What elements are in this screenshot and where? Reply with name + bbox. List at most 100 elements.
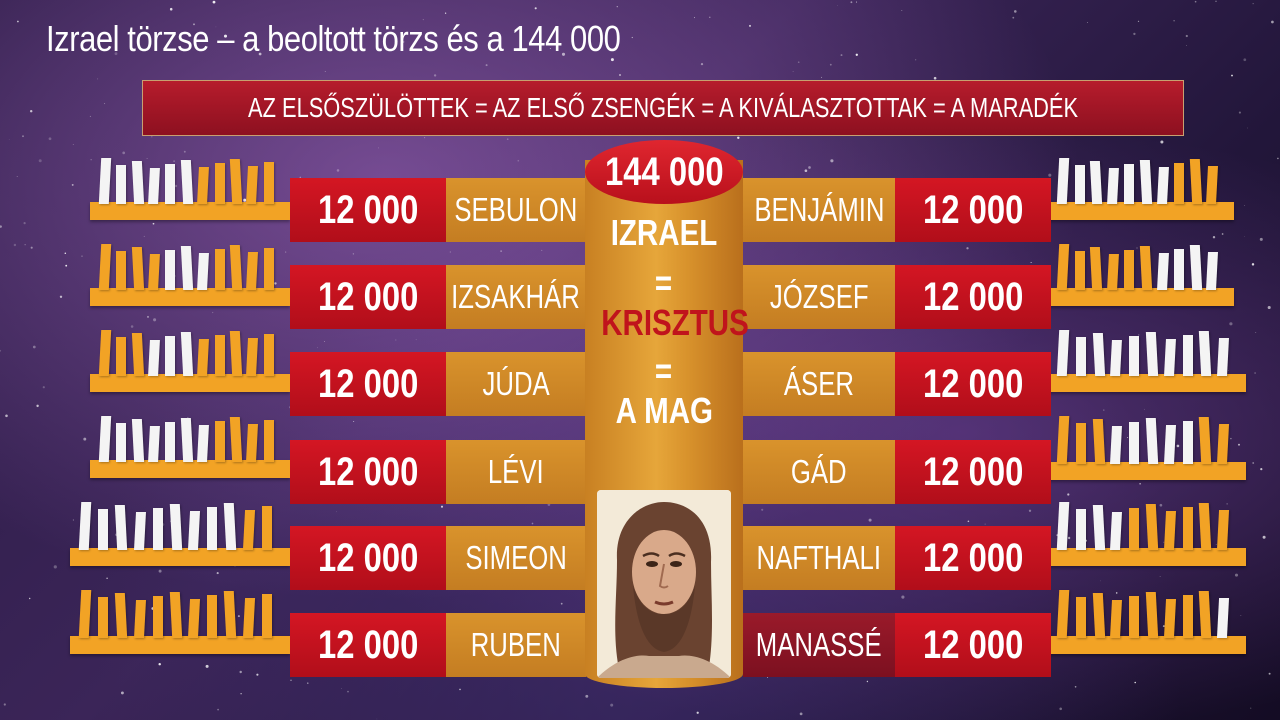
rack-peg: [224, 591, 237, 638]
left-rack-6: [70, 582, 290, 654]
star: [32, 345, 36, 349]
rack-peg: [165, 422, 176, 462]
tribe-name: JÓZSEF: [769, 278, 869, 315]
star: [24, 244, 26, 246]
rack-peg: [78, 590, 92, 638]
star: [212, 0, 216, 4]
left-tribe-row: 12 000 IZSAKHÁR: [290, 265, 586, 329]
star: [749, 24, 751, 27]
star: [183, 150, 186, 153]
star: [440, 505, 444, 508]
rack-peg: [116, 337, 127, 376]
left-rack-1: [90, 150, 290, 220]
right-tribe-row: JÓZSEF 12 000: [743, 265, 1051, 329]
star: [402, 40, 405, 44]
tribe-name-box: JÚDA: [446, 352, 586, 416]
rack-peg: [98, 244, 112, 290]
rack-bar: [70, 548, 290, 566]
star: [549, 47, 551, 49]
star: [1230, 437, 1232, 440]
star: [22, 135, 24, 138]
tribe-name-box: GÁD: [743, 440, 895, 504]
rack-bar: [70, 636, 290, 654]
star: [821, 76, 823, 78]
rack-peg: [1124, 250, 1135, 290]
rack-peg: [229, 417, 243, 462]
star: [1250, 707, 1252, 709]
rack-peg: [165, 336, 176, 376]
rack-peg: [1075, 509, 1086, 550]
rack-peg: [1129, 336, 1140, 376]
rack-peg: [1217, 598, 1230, 638]
star: [1215, 543, 1217, 545]
star: [1221, 233, 1224, 235]
rack-peg: [1189, 159, 1202, 204]
star: [147, 315, 149, 318]
tribe-name-box: MANASSÉ: [743, 613, 895, 677]
star: [1067, 536, 1071, 540]
rack-peg: [1056, 158, 1070, 204]
star: [1240, 615, 1242, 616]
star: [700, 62, 704, 66]
star: [0, 225, 2, 228]
rack-peg: [1199, 591, 1212, 638]
rack-peg: [1217, 424, 1230, 464]
tribe-name-box: SIMEON: [446, 526, 586, 590]
star: [1227, 370, 1229, 371]
rack-peg: [214, 335, 225, 376]
rack-peg: [1156, 253, 1169, 290]
rack-bar: [1048, 202, 1234, 220]
rack-peg: [131, 419, 144, 462]
star: [1244, 236, 1245, 237]
left-rack-2: [90, 236, 290, 306]
center-line-1: IZRAEL: [610, 212, 718, 253]
rack-peg: [1145, 592, 1159, 638]
star: [422, 19, 424, 21]
tribe-count-box: 12 000: [290, 352, 446, 416]
rack-peg: [1106, 254, 1119, 290]
rack-peg: [131, 247, 144, 290]
rack-peg: [148, 168, 161, 204]
star: [1252, 462, 1255, 464]
left-tribe-row: 12 000 LÉVI: [290, 440, 586, 504]
star: [395, 339, 397, 341]
star: [356, 32, 360, 35]
rack-peg: [1174, 249, 1185, 290]
star: [146, 158, 148, 160]
rack-bar: [1048, 288, 1234, 306]
star: [1260, 468, 1263, 471]
tribe-name: GÁD: [791, 453, 847, 490]
rack-peg: [1145, 332, 1159, 376]
rack-peg: [98, 416, 112, 462]
rack-peg: [152, 508, 163, 550]
rack-peg: [1110, 600, 1123, 638]
rack-peg: [115, 505, 128, 550]
star: [83, 437, 87, 441]
star: [153, 318, 157, 322]
tribe-name-box: JÓZSEF: [743, 265, 895, 329]
tribe-name-box: LÉVI: [446, 440, 586, 504]
tribe-count: 12 000: [922, 535, 1024, 580]
star: [152, 222, 155, 225]
star: [966, 247, 969, 250]
tribe-count-box: 12 000: [895, 178, 1051, 242]
tribe-count-box: 12 000: [290, 526, 446, 590]
star: [830, 159, 834, 163]
rack-peg: [180, 160, 193, 204]
star: [1254, 372, 1256, 374]
star: [485, 64, 488, 67]
tribe-name: BENJÁMIN: [753, 191, 885, 228]
rack-peg: [188, 599, 201, 638]
star: [1103, 409, 1105, 411]
rack-peg: [246, 252, 259, 290]
rack-peg: [169, 504, 183, 550]
star: [215, 26, 217, 28]
rack-peg: [188, 511, 201, 550]
star: [299, 176, 302, 179]
right-rack-3: [1048, 322, 1246, 392]
rack-peg: [1092, 593, 1105, 638]
star: [561, 52, 566, 56]
rack-peg: [1206, 252, 1219, 290]
tribe-name: RUBEN: [470, 626, 562, 663]
star: [1059, 707, 1062, 711]
